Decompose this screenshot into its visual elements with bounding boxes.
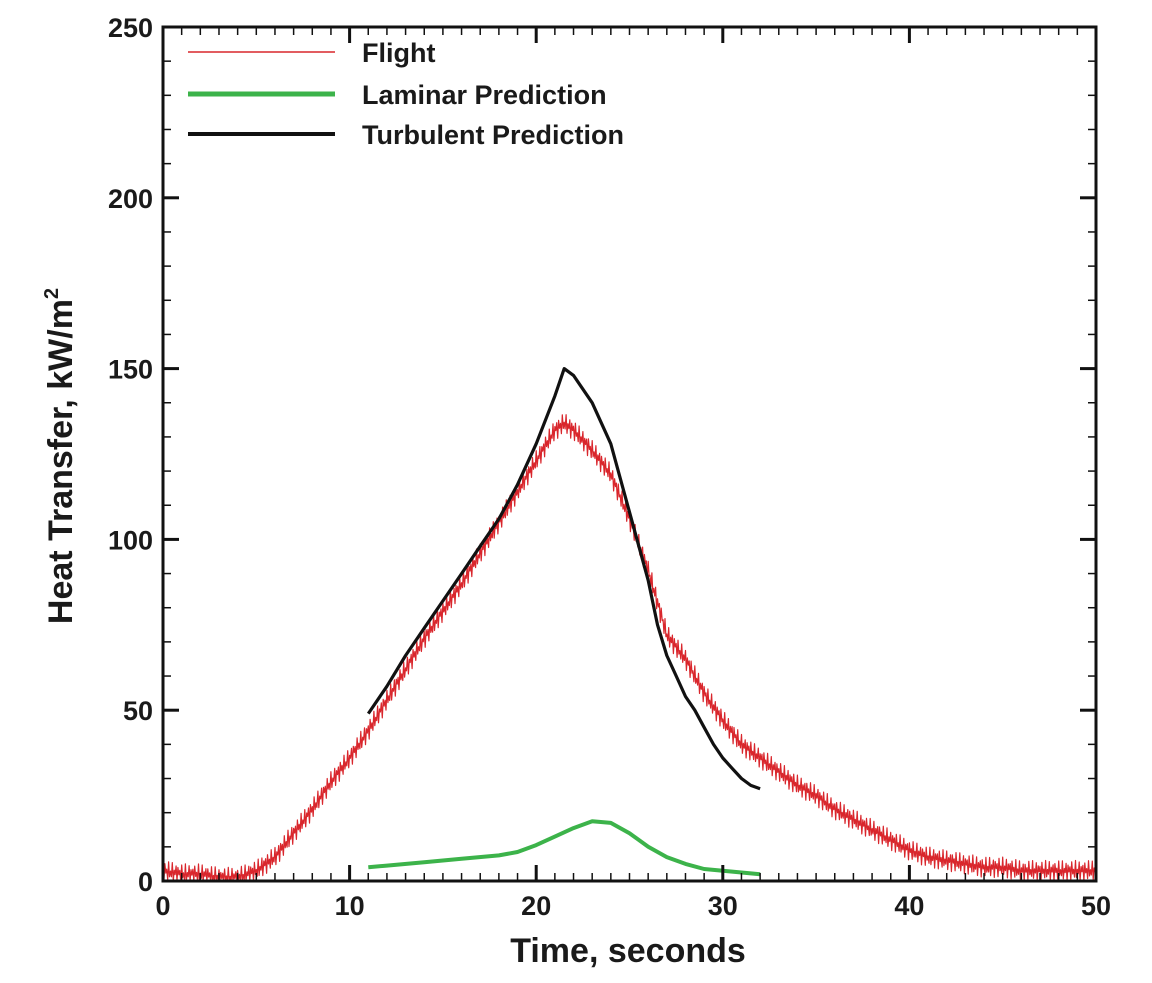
y-axis-title-text: Heat Transfer, kW/m (42, 299, 80, 624)
y-tick-label: 200 (108, 184, 153, 214)
flight-line (162, 414, 1097, 882)
y-axis-title-superscript: 2 (41, 288, 63, 299)
turbulent-prediction-line (366, 367, 761, 791)
laminar-prediction-line (368, 819, 761, 877)
y-tick-label: 150 (108, 355, 153, 385)
y-tick-label: 100 (108, 525, 153, 555)
y-tick-label: 0 (138, 867, 153, 897)
x-tick-label: 20 (521, 891, 551, 921)
x-tick-label: 30 (708, 891, 738, 921)
tick-labels-layer: 0 10 20 30 40 50 0 50 100 150 200 250 (108, 13, 1111, 921)
x-axis-title: Time, seconds (510, 932, 746, 970)
x-tick-label: 10 (335, 891, 365, 921)
x-tick-label: 0 (155, 891, 170, 921)
legend-label-laminar-prediction: Laminar Prediction (362, 80, 607, 110)
plot-frame (161, 25, 1098, 883)
y-axis-title: Heat Transfer, kW/m2 (41, 288, 80, 624)
legend-label-turbulent-prediction: Turbulent Prediction (362, 120, 624, 150)
y-tick-label: 50 (123, 696, 153, 726)
ticks-layer (161, 25, 1098, 883)
x-tick-label: 40 (894, 891, 924, 921)
legend: Flight Laminar Prediction Turbulent Pred… (188, 38, 624, 150)
x-tick-label: 50 (1081, 891, 1111, 921)
y-tick-label: 250 (108, 13, 153, 43)
series-layer (162, 367, 1097, 882)
legend-label-flight: Flight (362, 38, 435, 68)
